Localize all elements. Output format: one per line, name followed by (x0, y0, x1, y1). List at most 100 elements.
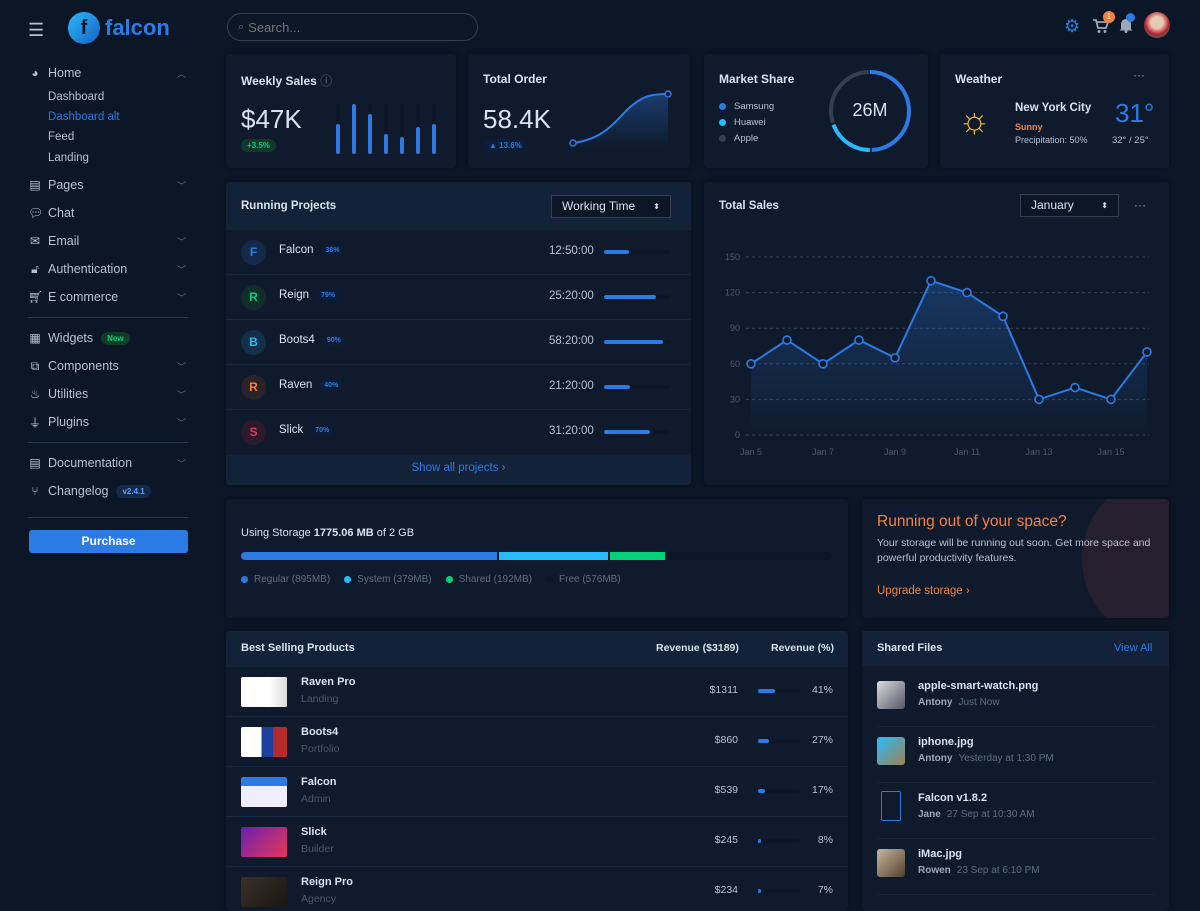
sidebar-item-pages[interactable]: ▤ Pages ﹀ (28, 174, 188, 196)
product-row[interactable]: Boots4 Portfolio $860 27% (226, 716, 848, 766)
project-row[interactable]: B Boots4 90% 58:20:00 (226, 319, 691, 364)
sidebar-item-label: Plugins (48, 415, 89, 429)
shared-file-item[interactable]: apple-smart-watch.png Antony Just Now (877, 671, 1155, 727)
market-share-card: Market Share Samsung Huawei Apple 26M (704, 54, 928, 168)
data-point[interactable] (818, 359, 828, 369)
project-row[interactable]: R Reign 79% 25:20:00 (226, 274, 691, 319)
more-options-icon[interactable]: ··· (1134, 198, 1146, 212)
sidebar-subitem-landing[interactable]: Landing (48, 152, 89, 164)
menu-toggle-icon[interactable]: ☰ (28, 20, 45, 40)
product-name[interactable]: Reign Pro (301, 876, 353, 888)
show-all-projects-link[interactable]: Show all projects › (411, 462, 506, 474)
file-user[interactable]: Rowen (918, 865, 951, 876)
project-name-group: Boots4 90% (279, 334, 345, 346)
sidebar-item-components[interactable]: ⧉ Components ﹀ (28, 355, 188, 377)
gear-icon[interactable]: ⚙ (1064, 16, 1081, 36)
file-name[interactable]: apple-smart-watch.png (918, 680, 1039, 692)
revenue-progress-bar (758, 789, 800, 793)
data-point[interactable] (854, 335, 864, 345)
data-point[interactable] (926, 275, 936, 286)
product-name[interactable]: Falcon (301, 776, 337, 788)
logo[interactable]: f falcon (68, 12, 170, 44)
shared-file-item[interactable]: iMac.jpg Rowen 23 Sep at 6:10 PM (877, 839, 1155, 895)
search-input[interactable] (248, 19, 449, 35)
sidebar-item-label: Widgets (48, 331, 94, 345)
x-tick-label: Jan 7 (812, 447, 834, 457)
sidebar-item-label: Chat (48, 206, 75, 220)
sidebar-item-authentication[interactable]: 🔓︎ Authentication ﹀ (28, 258, 188, 280)
column-header-revenue-pct[interactable]: Revenue (%) (771, 642, 835, 654)
sidebar-item-documentation[interactable]: ▤ Documentation ﹀ (28, 452, 188, 474)
data-point[interactable] (782, 335, 792, 345)
sidebar-item-email[interactable]: ✉ Email ﹀ (28, 230, 188, 252)
product-name[interactable]: Slick (301, 826, 327, 838)
product-name[interactable]: Raven Pro (301, 676, 356, 688)
search-box[interactable]: ⌕ (227, 13, 478, 41)
shared-file-item[interactable]: Falcon v1.8.2 Jane 27 Sep at 10:30 AM (877, 783, 1155, 839)
view-all-link[interactable]: View All (1114, 642, 1153, 654)
card-title: Weekly Sales (241, 74, 317, 88)
sidebar-item-widgets[interactable]: ▦ Widgets New (28, 327, 188, 349)
area-fill (751, 280, 1147, 435)
product-row[interactable]: Falcon Admin $539 17% (226, 766, 848, 816)
file-time: 23 Sep at 6:10 PM (956, 865, 1040, 876)
month-select[interactable]: January ⬍ (1020, 194, 1119, 217)
data-point[interactable] (962, 287, 972, 298)
file-user[interactable]: Antony (918, 697, 953, 708)
product-row[interactable]: Slick Builder $245 8% (226, 816, 848, 866)
y-tick-label: 30 (730, 394, 740, 404)
card-title: Best Selling Products (241, 642, 355, 654)
sidebar-item-label: Pages (48, 178, 84, 192)
data-point[interactable] (746, 359, 756, 369)
project-row[interactable]: R Raven 40% 21:20:00 (226, 364, 691, 409)
sidebar-item-home[interactable]: ◕ Home ︿ (28, 62, 188, 84)
file-user[interactable]: Antony (918, 753, 953, 764)
sidebar-item-utilities[interactable]: ♨ Utilities ﹀ (28, 383, 188, 405)
product-revenue-percent: 41% (811, 684, 833, 696)
project-time: 31:20:00 (549, 425, 594, 437)
column-header-revenue[interactable]: Revenue ($3189) (656, 642, 739, 654)
legend-dot (719, 102, 726, 110)
sidebar-item-changelog[interactable]: ⑂ Changelog v2.4.1 (28, 480, 188, 502)
working-time-select[interactable]: Working Time ⬍ (551, 195, 671, 218)
legend-label: System (379MB) (357, 574, 432, 585)
file-name[interactable]: iMac.jpg (918, 848, 963, 860)
file-meta: Antony Just Now (918, 697, 1000, 708)
best-selling-products-card: Best Selling Products Revenue ($3189) Re… (226, 631, 848, 911)
file-name[interactable]: Falcon v1.8.2 (918, 792, 988, 804)
file-user[interactable]: Jane (918, 809, 941, 820)
project-name-group: Raven 40% (279, 379, 343, 391)
chevron-down-icon: ﹀ (176, 389, 186, 400)
info-icon[interactable]: ⓘ (320, 74, 333, 88)
sidebar-item-chat[interactable]: 💬︎ Chat (28, 202, 188, 224)
product-thumbnail (241, 827, 287, 857)
sidebar-subitem-dashboard[interactable]: Dashboard (48, 91, 105, 103)
storage-legend-item: System (379MB) (344, 574, 432, 585)
data-point[interactable] (998, 311, 1008, 322)
data-point[interactable] (1034, 394, 1044, 405)
data-point[interactable] (1106, 394, 1116, 405)
upgrade-storage-link[interactable]: Upgrade storage › (877, 585, 970, 597)
data-point[interactable] (1070, 382, 1080, 393)
data-point[interactable] (1142, 347, 1152, 357)
chevron-down-icon: ﹀ (176, 180, 186, 191)
purchase-button[interactable]: Purchase (29, 530, 188, 553)
product-row[interactable]: Reign Pro Agency $234 7% (226, 866, 848, 911)
shared-file-item[interactable]: iphone.jpg Antony Yesterday at 1:30 PM (877, 727, 1155, 783)
sidebar-subitem-feed[interactable]: Feed (48, 131, 75, 143)
product-name[interactable]: Boots4 (301, 726, 339, 738)
total-order-value: 58.4K (483, 104, 551, 134)
avatar[interactable] (1144, 12, 1170, 38)
project-avatar: R (241, 285, 266, 310)
data-point[interactable] (890, 353, 900, 363)
file-name[interactable]: iphone.jpg (918, 736, 974, 748)
revenue-progress-bar (758, 739, 800, 743)
sidebar-item-plugins[interactable]: ⏚ Plugins ﹀ (28, 411, 188, 433)
project-row[interactable]: F Falcon 38% 12:50:00 (226, 229, 691, 274)
product-row[interactable]: Raven Pro Landing $1311 41% (226, 666, 848, 716)
sidebar-subitem-dashboard-alt[interactable]: Dashboard alt (48, 111, 120, 123)
sidebar-item-e-commerce[interactable]: 🛒︎ E commerce ﹀ (28, 286, 188, 308)
project-row[interactable]: S Slick 70% 31:20:00 (226, 409, 691, 454)
product-category: Agency (301, 893, 337, 905)
more-options-icon[interactable]: ··· (1133, 68, 1145, 82)
